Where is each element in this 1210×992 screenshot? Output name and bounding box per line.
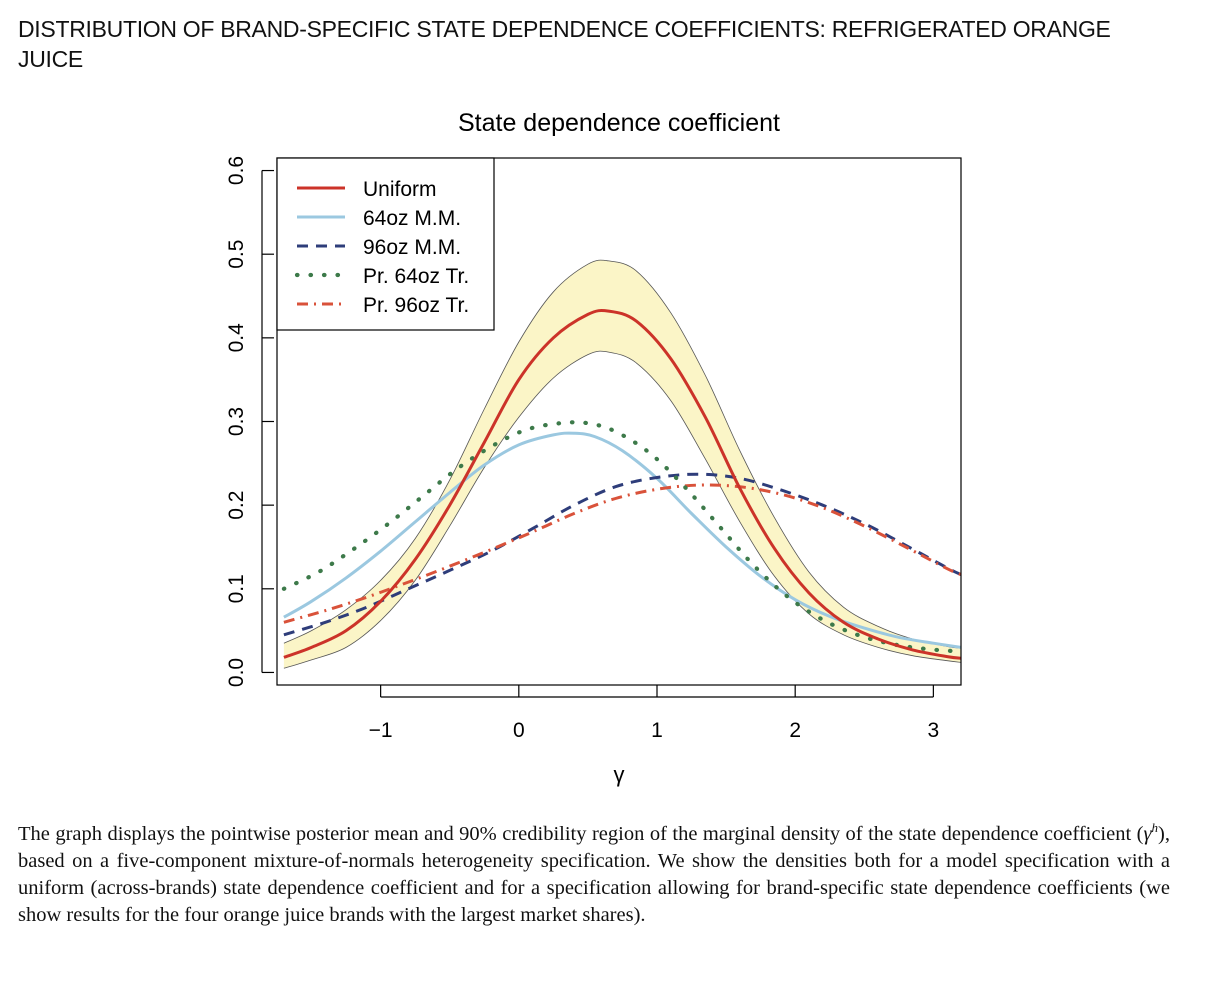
- x-tick-label: 0: [513, 719, 525, 742]
- x-tick-label: 3: [928, 719, 940, 742]
- x-axis-label: γ: [614, 762, 625, 787]
- series-layer: [281, 309, 961, 660]
- legend: Uniform 64oz M.M. 96oz M.M. Pr. 64oz Tr. Pr.…: [276, 157, 495, 331]
- y-tick-label: 0.3: [225, 407, 248, 436]
- legend-items: Uniform 64oz M.M. 96oz M.M. Pr. 64oz Tr. Pr.…: [294, 178, 469, 317]
- caption-text-end: ), based on a five-component mixture-of-…: [18, 822, 1170, 926]
- x-tick-label: 2: [789, 719, 801, 742]
- y-tick-label: 0.5: [225, 240, 248, 269]
- chart-title: State dependence coefficient: [458, 109, 780, 137]
- legend-label-4: Pr. 96oz Tr.: [363, 294, 469, 317]
- credibility-band: [283, 260, 961, 669]
- legend-label-3: Pr. 64oz Tr.: [363, 265, 469, 288]
- figure-caption: The graph displays the pointwise posteri…: [18, 814, 1170, 929]
- x-tick-label: 1: [651, 719, 663, 742]
- band-layer: [283, 259, 961, 669]
- density-chart: State dependence coefficient −1 0 1 2 3 0.0 0.…: [225, 109, 962, 787]
- y-tick-label: 0.4: [225, 323, 248, 353]
- y-tick-label: 0.1: [225, 574, 248, 603]
- axis-layer: −1 0 1 2 3 0.0 0.1 0.2 0.3 0.4 0.5 0.6: [225, 156, 939, 742]
- plot-frame: [276, 157, 962, 686]
- y-tick-label: 0.0: [225, 658, 248, 687]
- series-line-2: [283, 472, 961, 637]
- series-line-4: [283, 483, 961, 624]
- y-tick-label: 0.6: [225, 156, 248, 185]
- y-tick-label: 0.2: [225, 491, 248, 520]
- x-tick-label: −1: [369, 719, 393, 742]
- legend-label-2: 96oz M.M.: [363, 236, 461, 259]
- caption-symbol: γ: [1143, 822, 1152, 845]
- band-upper-edge: [283, 259, 961, 649]
- caption-text-start: The graph displays the pointwise posteri…: [18, 822, 1144, 845]
- legend-label-1: 64oz M.M.: [363, 207, 461, 230]
- figure-heading: DISTRIBUTION OF BRAND-SPECIFIC STATE DEP…: [18, 16, 1111, 72]
- band-lower-edge: [283, 350, 961, 669]
- series-line-3: [281, 420, 961, 654]
- legend-label-0: Uniform: [363, 178, 437, 201]
- series-line-0: [283, 309, 961, 660]
- caption-superscript: h: [1151, 820, 1159, 835]
- series-line-1: [283, 431, 961, 649]
